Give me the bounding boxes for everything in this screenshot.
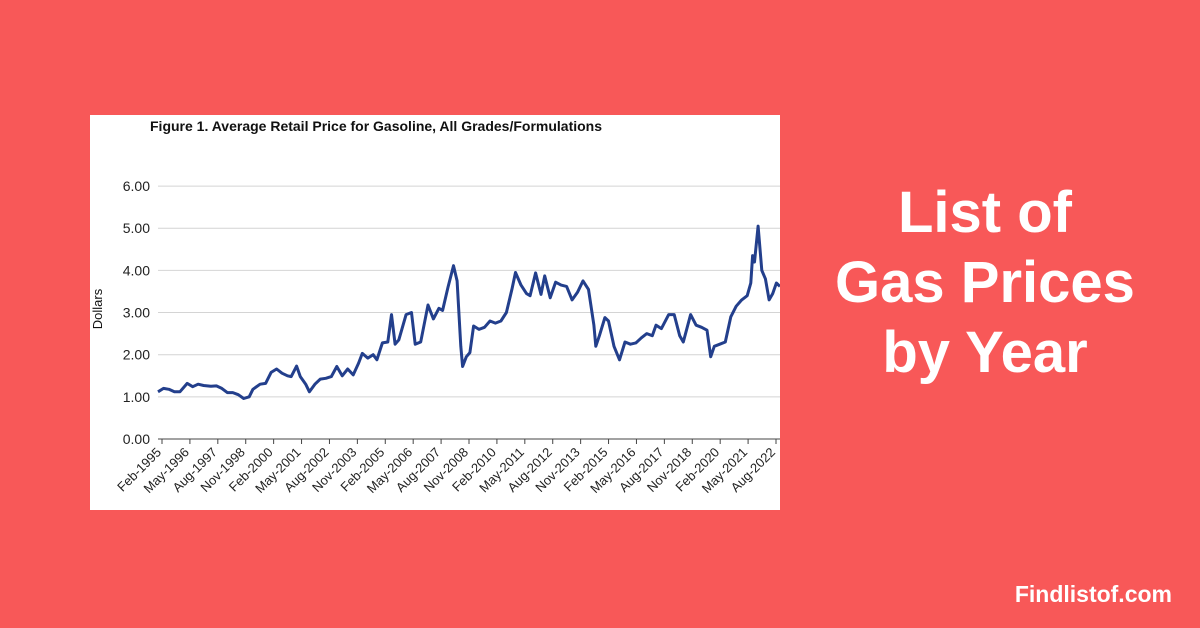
y-tick-label: 0.00 (123, 431, 150, 447)
y-tick-label: 2.00 (123, 347, 150, 363)
y-axis-label: Dollars (90, 288, 105, 329)
y-tick-label: 4.00 (123, 262, 150, 278)
y-tick-label: 5.00 (123, 220, 150, 236)
site-name[interactable]: Findlistof.com (1014, 581, 1172, 607)
headline-line-2: Gas Prices (835, 250, 1135, 315)
gasoline-price-series-line (157, 224, 780, 400)
y-tick-label: 1.00 (123, 389, 150, 405)
y-tick-label: 3.00 (123, 305, 150, 321)
y-tick-labels: 0.00 1.00 2.00 3.00 4.00 5.00 6.00 (123, 178, 150, 447)
gridlines (158, 185, 780, 398)
headline: List of Gas Prices by Year (800, 178, 1170, 388)
headline-line-3: by Year (882, 320, 1088, 385)
y-tick-label: 6.00 (123, 178, 150, 194)
headline-line-1: List of (898, 180, 1072, 245)
chart-title: Figure 1. Average Retail Price for Gasol… (150, 118, 602, 134)
chart-panel: Figure 1. Average Retail Price for Gasol… (90, 115, 780, 510)
x-tick-labels: Feb-1995May-1996Aug-1997Nov-1998Feb-2000… (114, 439, 778, 496)
gas-price-line-chart: Figure 1. Average Retail Price for Gasol… (90, 118, 780, 496)
